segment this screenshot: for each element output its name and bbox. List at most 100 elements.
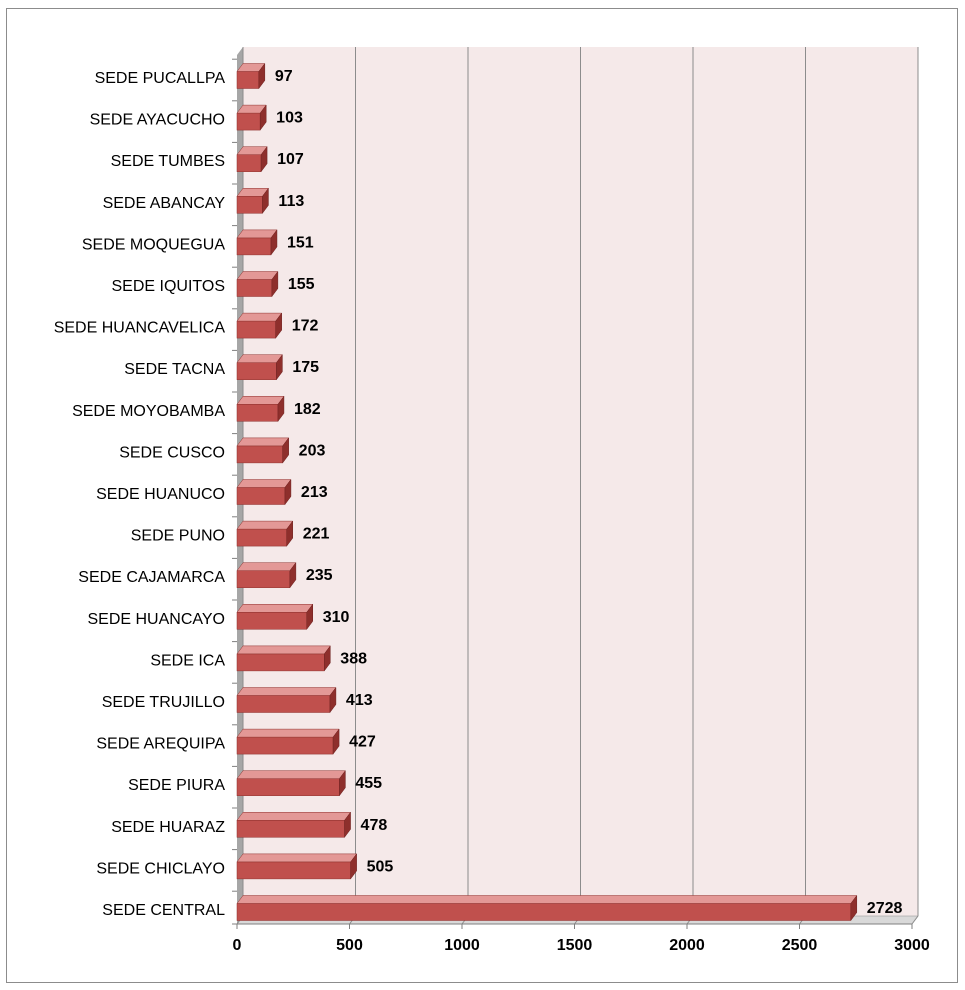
bar-front [236,736,334,755]
bar-end [350,853,357,880]
value-label: 107 [277,151,304,168]
bar [236,520,294,547]
bar-top [236,271,279,280]
bar-end [850,894,858,922]
category-label: SEDE HUANCAYO [87,611,225,628]
bar [236,104,267,131]
bar-front [236,903,852,921]
x-tick-label: 0 [233,937,242,954]
bar-end [271,270,279,298]
bar [236,187,269,215]
category-label: SEDE AYACUCHO [90,112,225,129]
bar-front [236,778,340,796]
bar-front [236,570,291,588]
bar-end [275,312,282,339]
bar-front [236,528,287,547]
bar-front [236,861,351,880]
value-label: 182 [294,401,321,418]
bar [236,645,331,672]
value-label: 455 [355,775,382,792]
bar [236,853,358,880]
bar-end [270,229,278,256]
bar [236,811,352,839]
bar-front [236,695,331,713]
value-label: 221 [303,526,330,543]
bar-top [236,437,290,447]
bar-end [259,104,267,131]
bar-front [236,445,283,464]
bar-end [258,62,266,90]
bar-front [236,196,263,214]
bar [236,603,314,631]
bar-end [286,520,293,547]
value-label: 427 [349,734,376,751]
bar-top [236,770,346,779]
category-label: SEDE CHICLAYO [96,860,225,877]
bar-chart: SEDE PUCALLPA SEDE AYACUCHO SEDE TUMBES SED… [54,47,930,954]
gridlines [232,47,919,929]
bar-end [306,603,313,631]
bar-top [236,562,297,571]
category-label: SEDE TRUJILLO [102,694,225,711]
category-label: SEDE IQUITOS [111,278,225,295]
value-label: 151 [287,234,314,251]
bar [236,561,297,589]
bar [236,894,858,922]
value-label: 175 [292,359,319,376]
bar-front [236,404,279,422]
bar-front [236,320,276,339]
bar-top [236,520,294,530]
bar-top [236,895,858,904]
bar-top [236,728,340,738]
x-tick-label: 1500 [557,937,593,954]
bar [236,145,268,173]
bar-top [236,396,285,405]
x-tick-label: 2000 [669,937,705,954]
category-label: SEDE MOQUEGUA [82,236,225,253]
value-label: 203 [299,442,326,459]
bar-top [236,812,352,821]
bar-end [282,437,289,464]
value-label: 388 [340,650,367,667]
bar-front [236,820,345,838]
category-label: SEDE MOYOBAMBA [72,403,225,420]
bar-end [344,811,351,839]
bar-end [260,145,268,173]
bar-top [236,604,314,613]
bar [236,437,290,464]
value-label: 97 [275,68,293,85]
bar [236,395,285,423]
value-label: 172 [292,318,319,335]
bar-end [324,645,331,672]
category-label: SEDE ICA [150,652,225,669]
bar-front [236,154,262,172]
bar-end [289,561,297,589]
bar-top [236,687,337,696]
bar [236,312,283,339]
bar-front [236,237,272,256]
bar-top [236,312,283,322]
category-label: SEDE AREQUIPA [96,736,225,753]
category-label: SEDE HUANUCO [96,486,225,503]
bar-top [236,479,292,488]
x-tick-label: 500 [336,937,363,954]
category-label: SEDE PUNO [131,528,225,545]
bar [236,769,346,797]
bar-end [329,686,337,714]
bars [236,62,858,922]
bar-top [236,853,358,863]
bar [236,728,340,755]
bar [236,686,337,714]
chart-frame: SEDE PUCALLPA SEDE AYACUCHO SEDE TUMBES SED… [6,8,958,983]
bar [236,270,279,298]
value-label: 505 [367,858,394,875]
bar [236,229,278,256]
x-axis-ticks: 0 500 1000 1500 2000 2500 3000 [233,937,930,954]
value-label: 310 [323,609,350,626]
category-labels: SEDE PUCALLPA SEDE AYACUCHO SEDE TUMBES SED… [54,70,226,919]
bar-front [236,362,277,380]
x-tick-label: 3000 [894,937,930,954]
bar-front [236,653,325,672]
category-label: SEDE PIURA [128,777,225,794]
value-label: 413 [346,692,373,709]
